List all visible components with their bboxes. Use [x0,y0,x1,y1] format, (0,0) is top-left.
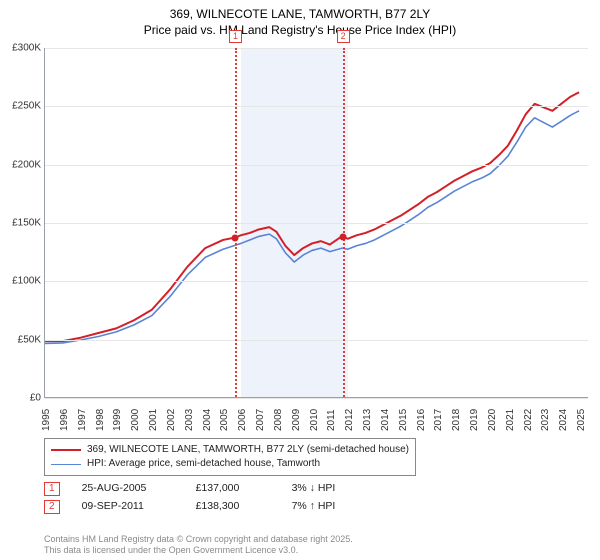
title-line-1: 369, WILNECOTE LANE, TAMWORTH, B77 2LY [0,6,600,22]
footer-line-1: Contains HM Land Registry data © Crown c… [44,534,353,545]
x-axis-label: 2007 [255,409,266,431]
y-axis-label: £200K [12,159,45,170]
x-axis-label: 2017 [433,409,444,431]
y-axis-label: £250K [12,101,45,112]
x-axis-label: 2005 [219,409,230,431]
x-axis-label: 1995 [41,409,52,431]
gridline-h [45,48,588,49]
x-axis-label: 2020 [487,409,498,431]
x-axis-label: 2006 [237,409,248,431]
gridline-h [45,281,588,282]
sale-marker-tag: 1 [229,30,242,43]
y-axis-label: £50K [18,334,45,345]
gridline-h [45,340,588,341]
series-line-hpi [45,111,579,344]
sale-delta-2: 7% ↑ HPI [292,498,336,516]
x-axis-label: 1998 [95,409,106,431]
sale-price-1: £137,000 [196,480,270,498]
x-axis-label: 2000 [130,409,141,431]
x-axis-label: 2021 [505,409,516,431]
gridline-h [45,106,588,107]
series-line-price_paid [45,92,579,341]
x-axis-label: 2011 [326,409,337,431]
legend-label-price-paid: 369, WILNECOTE LANE, TAMWORTH, B77 2LY (… [87,443,409,457]
x-axis-label: 2019 [469,409,480,431]
gridline-h [45,165,588,166]
y-axis-label: £100K [12,276,45,287]
sale-marker-tag: 2 [337,30,350,43]
x-axis-label: 2008 [273,409,284,431]
title-block: 369, WILNECOTE LANE, TAMWORTH, B77 2LY P… [0,0,600,38]
sale-price-2: £138,300 [196,498,270,516]
legend-swatch-price-paid [51,449,81,451]
x-axis-label: 2002 [166,409,177,431]
y-axis-label: £150K [12,218,45,229]
x-axis-label: 2009 [291,409,302,431]
sale-tag-2: 2 [44,500,60,514]
sale-date-2: 09-SEP-2011 [82,498,174,516]
x-axis-label: 1997 [77,409,88,431]
y-axis-label: £300K [12,43,45,54]
sale-marker-dot [231,235,238,242]
sales-table: 1 25-AUG-2005 £137,000 3% ↓ HPI 2 09-SEP… [44,480,335,516]
chart-plot-area: £0£50K£100K£150K£200K£250K£300K199519961… [44,48,588,398]
chart-container: 369, WILNECOTE LANE, TAMWORTH, B77 2LY P… [0,0,600,560]
x-axis-label: 2024 [558,409,569,431]
legend-row-price-paid: 369, WILNECOTE LANE, TAMWORTH, B77 2LY (… [51,443,409,457]
x-axis-label: 2016 [416,409,427,431]
y-axis-label: £0 [30,393,45,404]
sales-row-2: 2 09-SEP-2011 £138,300 7% ↑ HPI [44,498,335,516]
x-axis-label: 2025 [576,409,587,431]
x-axis-label: 2023 [540,409,551,431]
x-axis-label: 2013 [362,409,373,431]
x-axis-label: 2004 [202,409,213,431]
sale-delta-1: 3% ↓ HPI [292,480,336,498]
title-line-2: Price paid vs. HM Land Registry's House … [0,22,600,38]
x-axis-label: 2001 [148,409,159,431]
x-axis-label: 2018 [451,409,462,431]
x-axis-label: 1999 [112,409,123,431]
footer-attribution: Contains HM Land Registry data © Crown c… [44,534,353,557]
x-axis-label: 2003 [184,409,195,431]
sales-row-1: 1 25-AUG-2005 £137,000 3% ↓ HPI [44,480,335,498]
x-axis-label: 1996 [59,409,70,431]
gridline-h [45,223,588,224]
x-axis-label: 2012 [344,409,355,431]
legend-swatch-hpi [51,464,81,465]
footer-line-2: This data is licensed under the Open Gov… [44,545,353,556]
sale-marker-dot [339,233,346,240]
x-axis-label: 2014 [380,409,391,431]
x-axis-label: 2022 [523,409,534,431]
x-axis-label: 2010 [309,409,320,431]
legend-label-hpi: HPI: Average price, semi-detached house,… [87,457,320,471]
x-axis-label: 2015 [398,409,409,431]
gridline-h [45,398,588,399]
legend-box: 369, WILNECOTE LANE, TAMWORTH, B77 2LY (… [44,438,416,476]
sale-tag-1: 1 [44,482,60,496]
sale-date-1: 25-AUG-2005 [82,480,174,498]
legend-row-hpi: HPI: Average price, semi-detached house,… [51,457,409,471]
